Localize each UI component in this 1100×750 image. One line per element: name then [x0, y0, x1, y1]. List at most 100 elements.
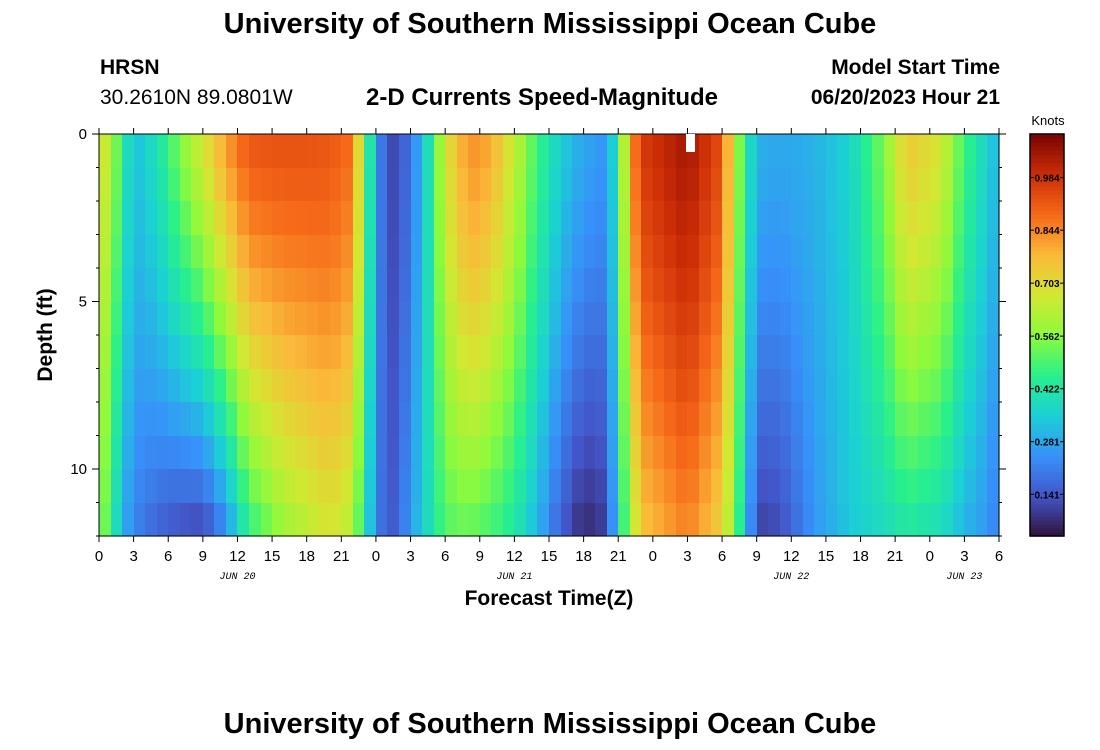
heatmap-cell	[353, 235, 365, 269]
heatmap-cell	[757, 503, 769, 537]
heatmap-cell	[987, 335, 1000, 370]
heatmap-cell	[122, 369, 135, 403]
heatmap-cell	[364, 369, 377, 403]
heatmap-cell	[376, 402, 388, 437]
heatmap-cell	[111, 436, 123, 470]
heatmap-cell	[364, 134, 377, 169]
colorbar-swatch	[1030, 290, 1064, 296]
heatmap-cell	[872, 235, 885, 269]
heatmap-cell	[180, 201, 192, 236]
heatmap-cell	[803, 469, 815, 504]
heatmap-cell	[803, 503, 815, 537]
heatmap-cell	[468, 402, 481, 437]
heatmap-cell	[803, 302, 815, 336]
x-tick-label: 3	[960, 548, 968, 565]
heatmap-cell	[226, 402, 238, 437]
heatmap-cell	[595, 168, 608, 202]
heatmap-cell	[676, 168, 688, 202]
heatmap-cell	[341, 469, 354, 504]
heatmap-cell	[111, 235, 123, 269]
heatmap-cell	[849, 168, 862, 202]
heatmap-cell	[757, 369, 769, 403]
model-start-label: Model Start Time	[831, 56, 1000, 79]
heatmap-cell	[584, 134, 596, 169]
heatmap-cell	[918, 469, 931, 504]
heatmap-cell	[803, 168, 815, 202]
heatmap-cell	[434, 503, 446, 537]
heatmap-cell	[987, 302, 1000, 336]
heatmap-cell	[826, 503, 838, 537]
heatmap-cell	[422, 302, 435, 336]
heatmap-cell	[826, 235, 838, 269]
heatmap-cell	[584, 168, 596, 202]
heatmap-cell	[261, 369, 273, 403]
heatmap-cell	[976, 168, 988, 202]
heatmap-cell	[861, 235, 873, 269]
heatmap-cell	[918, 168, 931, 202]
colorbar-tick-label: 0.984	[1034, 174, 1059, 185]
heatmap-cell	[537, 268, 550, 303]
heatmap-cell	[745, 268, 758, 303]
colorbar-swatch	[1030, 162, 1064, 167]
heatmap-cell	[595, 201, 608, 236]
heatmap-cell	[203, 168, 215, 202]
heatmap-cell	[434, 369, 446, 403]
heatmap-cell	[987, 235, 1000, 269]
heatmap-cell	[284, 402, 296, 437]
heatmap-cell	[572, 168, 585, 202]
heatmap-cell	[803, 268, 815, 303]
heatmap-cell	[561, 235, 573, 269]
heatmap-cell	[237, 469, 250, 504]
heatmap-cell	[399, 134, 412, 169]
heatmap-cell	[630, 369, 642, 403]
heatmap-cell	[434, 335, 446, 370]
heatmap-cell	[422, 201, 435, 236]
heatmap-cell	[861, 335, 873, 370]
heatmap-cell	[595, 503, 608, 537]
heatmap-cell	[572, 302, 585, 336]
heatmap-cell	[226, 168, 238, 202]
heatmap-cell	[134, 369, 146, 403]
heatmap-cell	[203, 369, 215, 403]
colorbar-swatch	[1030, 471, 1064, 477]
heatmap-cell	[214, 201, 227, 236]
heatmap-cell	[399, 335, 412, 370]
heatmap-cell	[768, 469, 781, 504]
heatmap-cell	[653, 369, 665, 403]
heatmap-cell	[711, 469, 723, 504]
heatmap-cell	[953, 201, 965, 236]
heatmap-cell	[318, 469, 331, 504]
heatmap-cell	[861, 168, 873, 202]
heatmap-cell	[930, 469, 942, 504]
heatmap-cell	[353, 335, 365, 370]
heatmap-cell	[722, 469, 735, 504]
heatmap-cell	[618, 201, 631, 236]
heatmap-cell	[134, 235, 146, 269]
heatmap-cell	[526, 302, 538, 336]
heatmap-cell	[641, 436, 654, 470]
heatmap-cell	[722, 235, 735, 269]
heatmap-cell	[272, 134, 285, 169]
heatmap-cell	[687, 503, 700, 537]
heatmap-cell	[249, 268, 262, 303]
x-tick-label: 18	[575, 548, 592, 565]
heatmap-cell	[99, 268, 112, 303]
colorbar: 0.984 0.844 0.703 0.562 0.422 0.281 0.141	[1029, 133, 1065, 537]
heatmap-cell	[976, 268, 988, 303]
heatmap-cell	[457, 201, 469, 236]
heatmap-cell	[191, 302, 204, 336]
heatmap-cell	[503, 503, 515, 537]
heatmap-cell	[918, 235, 931, 269]
heatmap-cell	[561, 436, 573, 470]
colorbar-swatch	[1030, 194, 1064, 199]
heatmap-cell	[780, 134, 792, 169]
heatmap-cell	[111, 369, 123, 403]
colorbar-swatch	[1030, 326, 1064, 332]
footer-title: University of Southern Mississippi Ocean…	[223, 708, 877, 740]
colorbar-swatch	[1030, 174, 1064, 179]
heatmap-cell	[237, 402, 250, 437]
heatmap-cell	[364, 335, 377, 370]
heatmap-cell	[157, 201, 169, 236]
heatmap-cell	[134, 201, 146, 236]
heatmap-cell	[907, 302, 919, 336]
